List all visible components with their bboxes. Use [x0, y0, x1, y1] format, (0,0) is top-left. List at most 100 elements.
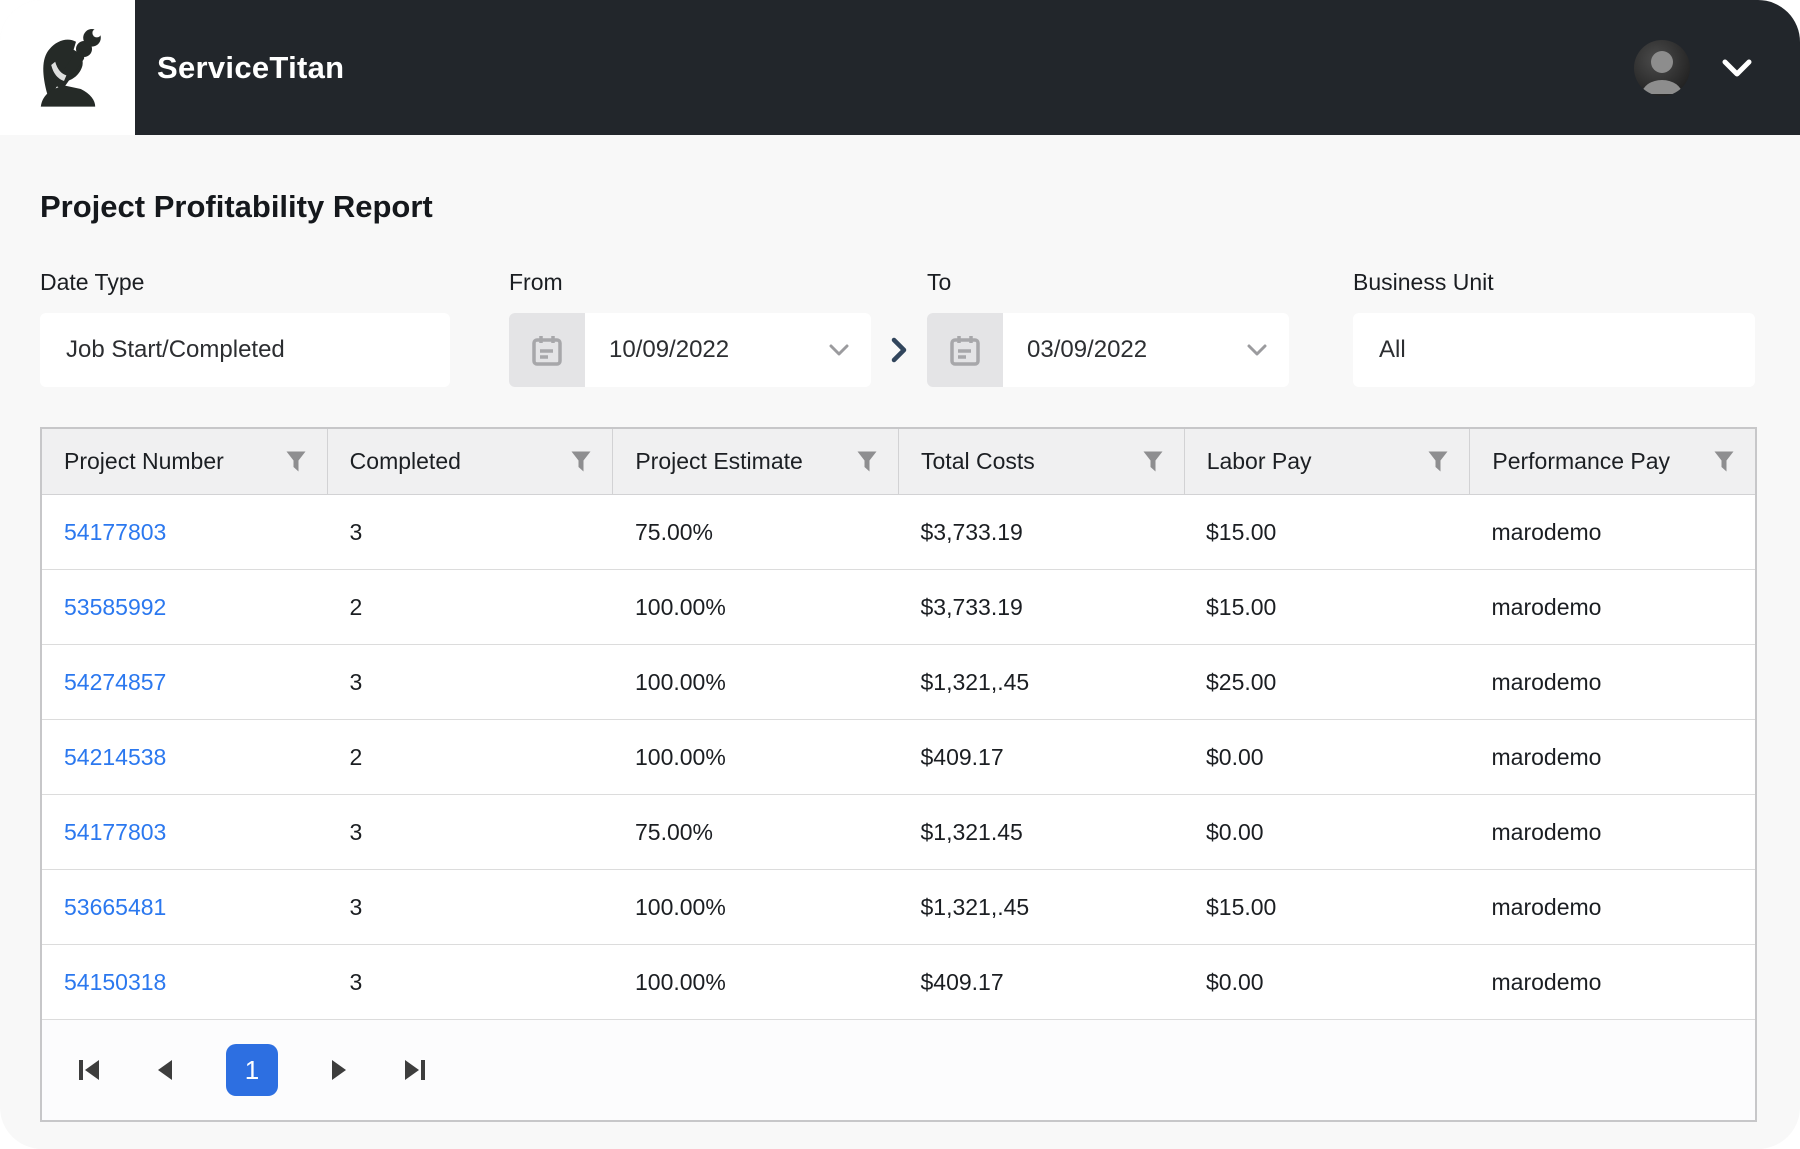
business-unit-filter: Business Unit All	[1353, 269, 1755, 387]
previous-page-button[interactable]	[150, 1055, 180, 1085]
report-table: Project Number Completed Project Estimat…	[40, 427, 1757, 1122]
account-area	[1634, 39, 1754, 96]
filter-funnel-icon[interactable]	[856, 450, 878, 474]
servicetitan-logo[interactable]	[0, 0, 135, 135]
current-page-button[interactable]: 1	[226, 1044, 278, 1096]
business-unit-label: Business Unit	[1353, 269, 1494, 295]
table-cell: $15.00	[1206, 593, 1277, 620]
table-cell: 75.00%	[635, 518, 714, 545]
column-header-label: Project Number	[64, 448, 224, 474]
project-number-link[interactable]: 54214538	[64, 743, 167, 770]
first-page-button[interactable]	[74, 1055, 104, 1085]
top-bar: ServiceTitan	[0, 0, 1800, 135]
column-header-label: Performance Pay	[1492, 448, 1671, 474]
table-cell: 54177803	[42, 519, 328, 546]
date-type-label: Date Type	[40, 269, 145, 295]
table-cell: 100.00%	[635, 743, 726, 770]
column-header[interactable]: Project Estimate	[613, 429, 900, 494]
filter-funnel-icon[interactable]	[285, 450, 307, 474]
table-row: 54177803 3 75.00% $3,733.19 $15.00 marodemo	[42, 495, 1755, 570]
table-cell: marodemo	[1491, 668, 1602, 695]
user-avatar[interactable]	[1634, 39, 1690, 96]
column-header[interactable]: Completed	[328, 429, 614, 494]
chevron-down-icon	[829, 344, 849, 356]
column-header[interactable]: Labor Pay	[1185, 429, 1471, 494]
column-header[interactable]: Project Number	[42, 429, 328, 494]
filter-funnel-icon[interactable]	[570, 450, 592, 474]
column-header[interactable]: Performance Pay	[1470, 429, 1755, 494]
to-label: To	[927, 269, 952, 295]
table-cell: 2	[349, 593, 363, 620]
project-number-link[interactable]: 54274857	[64, 668, 167, 695]
table-cell: $0.00	[1206, 818, 1264, 845]
table-cell: 3	[349, 518, 363, 545]
table-cell: 54150318	[42, 969, 328, 996]
from-date-input[interactable]: 10/09/2022	[509, 313, 871, 387]
table-cell: $15.00	[1206, 518, 1277, 545]
from-date-filter: From 10/09/2022	[509, 269, 871, 387]
to-date-value: 03/09/2022	[1027, 336, 1148, 363]
filter-funnel-icon[interactable]	[1427, 450, 1449, 474]
table-cell: 3	[349, 668, 363, 695]
brand-wordmark: ServiceTitan	[157, 49, 345, 85]
date-range-arrow-icon	[871, 313, 927, 387]
project-number-link[interactable]: 54150318	[64, 968, 167, 995]
table-cell: 3	[349, 893, 363, 920]
calendar-icon[interactable]	[509, 313, 585, 387]
main-content: Project Profitability Report Date Type J…	[0, 189, 1800, 1122]
table-row: 54274857 3 100.00% $1,321,.45 $25.00 marodemo	[42, 645, 1755, 720]
table-cell: $1,321,.45	[920, 893, 1030, 920]
table-cell: marodemo	[1491, 743, 1602, 770]
table-cell: $3,733.19	[920, 593, 1023, 620]
table-cell: marodemo	[1491, 968, 1602, 995]
column-header[interactable]: Total Costs	[899, 429, 1185, 494]
project-number-link[interactable]: 54177803	[64, 818, 167, 845]
table-cell: $1,321.45	[920, 818, 1023, 845]
business-unit-select[interactable]: All	[1353, 313, 1755, 387]
table-cell: $0.00	[1206, 743, 1264, 770]
table-cell: 53665481	[42, 894, 328, 921]
to-date-filter: To 03/09/2022	[927, 269, 1289, 387]
table-row: 54214538 2 100.00% $409.17 $0.00 marodemo	[42, 720, 1755, 795]
table-cell: 100.00%	[635, 668, 726, 695]
next-page-button[interactable]	[324, 1055, 354, 1085]
table-cell: $1,321,.45	[920, 668, 1030, 695]
table-cell: 100.00%	[635, 593, 726, 620]
calendar-icon[interactable]	[927, 313, 1003, 387]
table-cell: 2	[349, 743, 363, 770]
table-row: 54177803 3 75.00% $1,321.45 $0.00 marodemo	[42, 795, 1755, 870]
date-type-select[interactable]: Job Start/Completed	[40, 313, 450, 387]
from-label: From	[509, 269, 563, 295]
table-cell: 54214538	[42, 744, 328, 771]
filter-funnel-icon[interactable]	[1713, 450, 1735, 474]
table-row: 53665481 3 100.00% $1,321,.45 $15.00 marodemo	[42, 870, 1755, 945]
column-header-label: Labor Pay	[1206, 448, 1312, 474]
table-cell: $409.17	[920, 743, 1004, 770]
project-number-link[interactable]: 54177803	[64, 518, 167, 545]
column-header-label: Completed	[349, 448, 461, 474]
table-row: 53585992 2 100.00% $3,733.19 $15.00 marodemo	[42, 570, 1755, 645]
table-header-row: Project Number Completed Project Estimat…	[42, 429, 1755, 495]
to-date-input[interactable]: 03/09/2022	[927, 313, 1289, 387]
table-cell: 54274857	[42, 669, 328, 696]
project-number-link[interactable]: 53585992	[64, 593, 167, 620]
project-number-link[interactable]: 53665481	[64, 893, 167, 920]
from-date-value: 10/09/2022	[609, 336, 730, 363]
table-cell: 75.00%	[635, 818, 714, 845]
table-cell: marodemo	[1491, 893, 1602, 920]
page-title: Project Profitability Report	[40, 189, 433, 224]
table-body: 54177803 3 75.00% $3,733.19 $15.00 marodemo 5…	[42, 495, 1755, 1020]
table-cell: 100.00%	[635, 893, 726, 920]
table-cell: $25.00	[1206, 668, 1277, 695]
table-row: 54150318 3 100.00% $409.17 $0.00 marodemo	[42, 945, 1755, 1020]
table-cell: 54177803	[42, 819, 328, 846]
table-cell: $15.00	[1206, 893, 1277, 920]
filter-bar: Date Type Job Start/Completed From	[40, 269, 1757, 387]
table-cell: $409.17	[920, 968, 1004, 995]
last-page-button[interactable]	[400, 1055, 430, 1085]
top-navigation-bar: ServiceTitan	[135, 0, 1800, 135]
account-menu-chevron-icon[interactable]	[1720, 56, 1754, 80]
table-cell: $0.00	[1206, 968, 1264, 995]
filter-funnel-icon[interactable]	[1142, 450, 1164, 474]
